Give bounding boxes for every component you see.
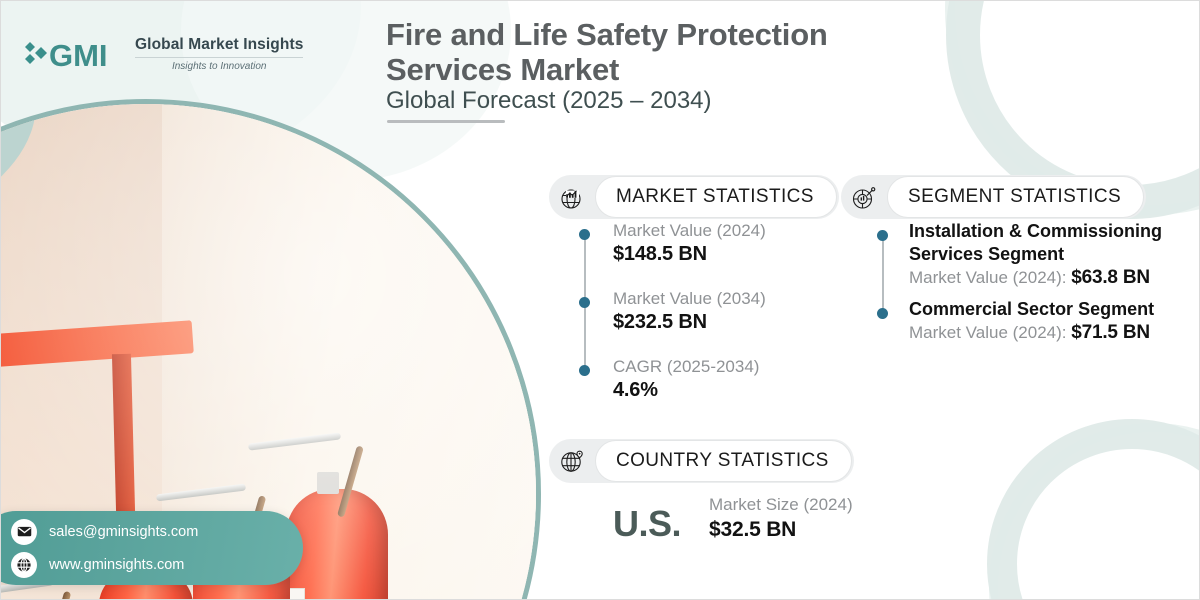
segment-item-sub: Market Value (2024): $71.5 BN: [909, 321, 1199, 346]
segment-item-sub-value: $71.5 BN: [1071, 322, 1150, 344]
brand-logo[interactable]: GMI Global Market Insights Insights to I…: [21, 33, 304, 75]
globe-pin-icon: [549, 447, 595, 475]
segment-item: Commercial Sector Segment Market Value (…: [909, 298, 1199, 346]
title-underline: [387, 120, 505, 123]
pie-chart-arrow-icon: [841, 183, 887, 211]
brand-tagline: Insights to Innovation: [135, 56, 304, 72]
page-title: Fire and Life Safety Protection Services…: [386, 17, 828, 88]
contact-email-row[interactable]: sales@gminsights.com: [11, 518, 303, 545]
market-bullet-dot: [579, 297, 590, 308]
market-item-label: Market Value (2034): [613, 289, 766, 308]
decor-ring-bottom-right-inner: [987, 419, 1199, 599]
market-item: CAGR (2025-2034) 4.6%: [613, 357, 759, 402]
market-item-value: $148.5 BN: [613, 243, 707, 265]
country-value-block: Market Size (2024) $32.5 BN: [709, 495, 853, 542]
country-name: U.S.: [613, 503, 682, 544]
market-item-value: $232.5 BN: [613, 311, 707, 333]
market-item-value: 4.6%: [613, 379, 658, 401]
market-item: Market Value (2034) $232.5 BN: [613, 289, 766, 334]
segment-item-sub-label: Market Value (2024):: [909, 268, 1072, 288]
market-item: Market Value (2024) $148.5 BN: [613, 221, 766, 266]
market-item-label: Market Value (2024): [613, 221, 766, 240]
segment-statistics-pill[interactable]: SEGMENT STATISTICS: [841, 175, 1147, 219]
country-statistics-pill[interactable]: COUNTRY STATISTICS: [549, 439, 854, 483]
contact-website-row[interactable]: www.gminsights.com: [11, 551, 303, 578]
svg-text:GMI: GMI: [49, 38, 108, 73]
contact-panel: sales@gminsights.com www.gminsights.com: [1, 511, 303, 585]
country-value-label: Market Size (2024): [709, 495, 853, 514]
gmi-logo-icon: GMI: [21, 33, 125, 75]
page-subtitle: Global Forecast (2025 – 2034): [386, 87, 712, 114]
segment-item-name: Installation & Commissioning Services Se…: [909, 221, 1163, 265]
country-value: $32.5 BN: [709, 518, 797, 541]
hero-photo-panel: Fire Alarm System NFPA STANDARD: [1, 1, 546, 599]
market-bullet-dot: [579, 365, 590, 376]
globe-chart-icon: [549, 183, 595, 211]
country-statistics-label: COUNTRY STATISTICS: [595, 440, 852, 482]
segment-statistics-label: SEGMENT STATISTICS: [887, 176, 1145, 218]
segment-item: Installation & Commissioning Services Se…: [909, 220, 1199, 291]
brand-name: Global Market Insights: [135, 36, 304, 54]
contact-website: www.gminsights.com: [49, 556, 185, 573]
segment-item-sub: Market Value (2024): $63.8 BN: [909, 266, 1199, 291]
globe-icon: [11, 551, 37, 578]
contact-email: sales@gminsights.com: [49, 523, 199, 540]
market-statistics-label: MARKET STATISTICS: [595, 176, 837, 218]
country-statistics-content: U.S. Market Size (2024) $32.5 BN: [613, 495, 853, 542]
market-statistics-pill[interactable]: MARKET STATISTICS: [549, 175, 839, 219]
segment-bullet-line: [882, 235, 884, 319]
market-bullet-dot: [579, 229, 590, 240]
segment-item-sub-value: $63.8 BN: [1071, 267, 1150, 289]
segment-item-sub-label: Market Value (2024):: [909, 323, 1072, 343]
segment-item-name: Commercial Sector Segment: [909, 299, 1155, 319]
market-item-label: CAGR (2025-2034): [613, 357, 760, 376]
envelope-icon: [11, 518, 37, 545]
photo-scene: Fire Alarm System NFPA STANDARD: [1, 104, 536, 599]
segment-bullet-dot: [877, 308, 888, 319]
segment-bullet-dot: [877, 230, 888, 241]
